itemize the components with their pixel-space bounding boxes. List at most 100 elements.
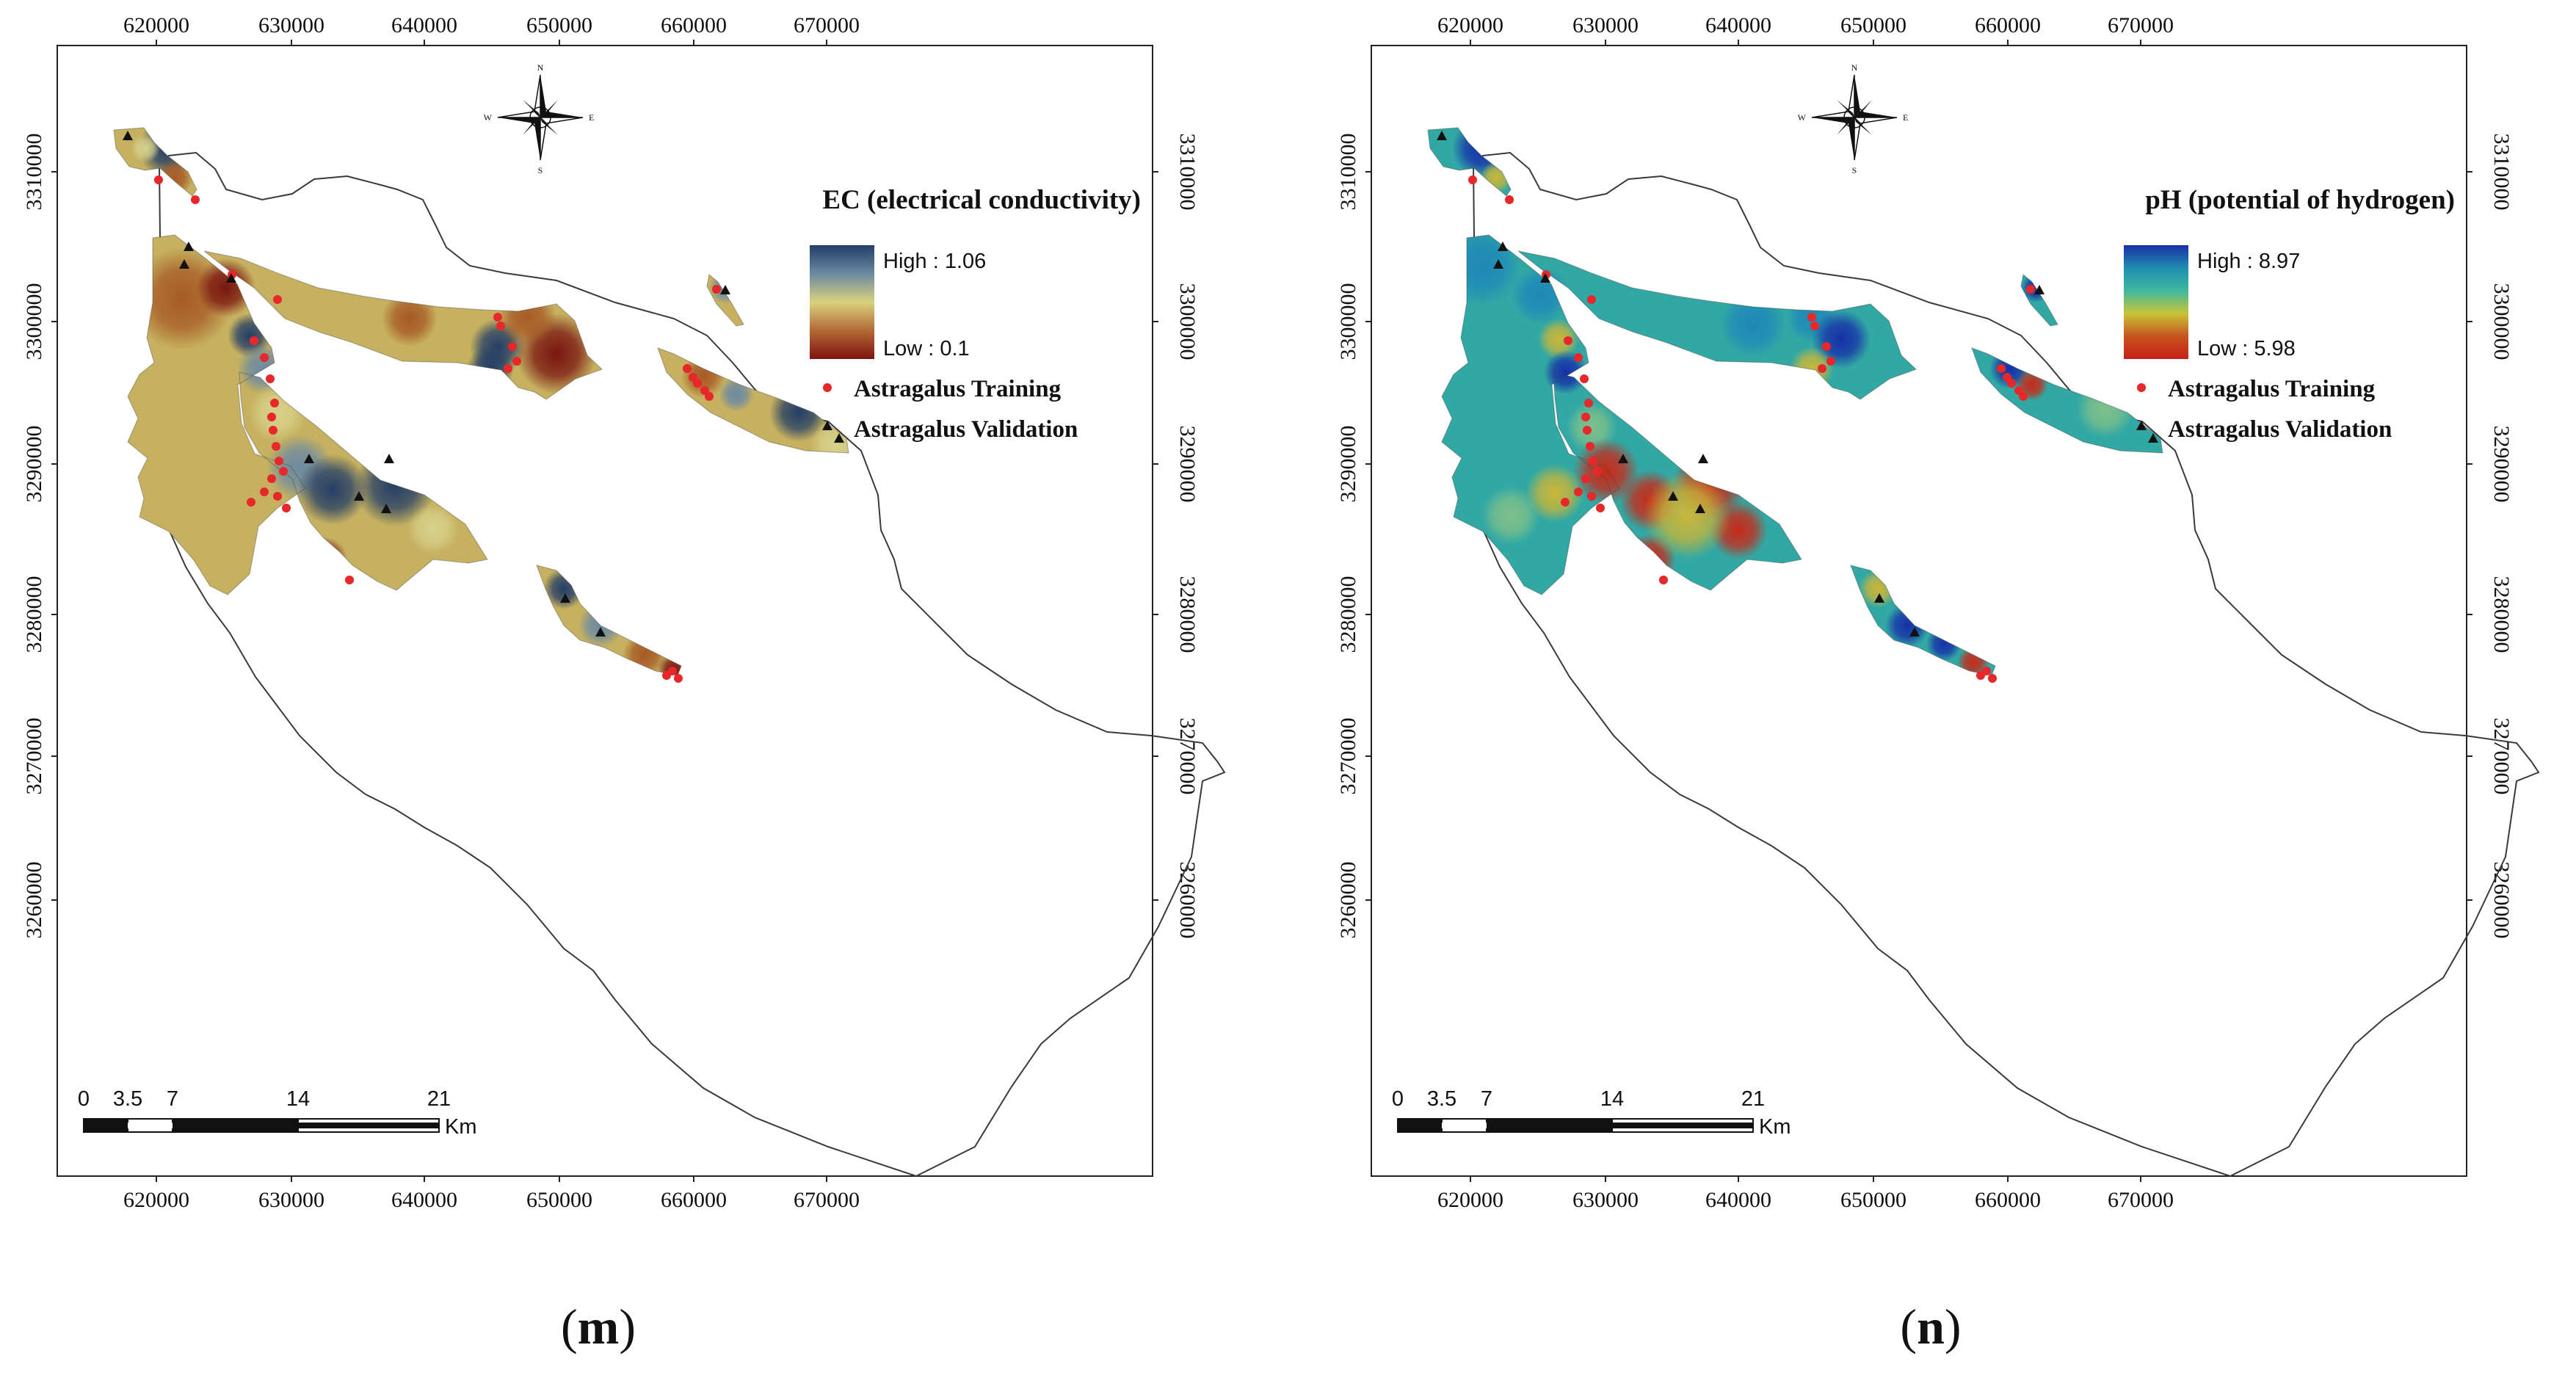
training-point xyxy=(1822,342,1831,351)
x-tick-label-top: 660000 xyxy=(661,13,727,37)
map-frame xyxy=(57,45,1153,1177)
map-svg: 620000 620000 630000 630000 640000 640000 6500… xyxy=(1336,13,2540,1355)
y-tick-label-left: 3270000 xyxy=(1336,718,1360,795)
south-label: S xyxy=(1852,165,1857,175)
legend-low-label: Low : 0.1 xyxy=(883,337,970,360)
legend: pH (potential of hydrogen) High : 8.97 Low… xyxy=(2124,185,2455,443)
x-tick-label-bottom: 650000 xyxy=(1840,1188,1906,1212)
validation-point xyxy=(226,273,236,283)
caption-letter: m xyxy=(578,1299,620,1355)
training-point xyxy=(1596,504,1605,512)
x-tick-label-bottom: 640000 xyxy=(1705,1188,1771,1212)
training-point xyxy=(273,295,282,304)
patch-edge xyxy=(203,250,603,400)
training-point xyxy=(493,313,502,322)
caption-letter: n xyxy=(1917,1299,1945,1355)
training-point xyxy=(1810,322,1819,330)
legend-title: EC (electrical conductivity) xyxy=(822,185,1141,215)
training-point xyxy=(1988,674,1997,683)
surface-spot xyxy=(1720,291,1786,358)
validation-point xyxy=(560,593,570,603)
surface-spot xyxy=(131,134,160,163)
scale-label: 21 xyxy=(427,1087,451,1111)
patch-edge xyxy=(1427,127,1512,197)
training-point xyxy=(266,374,275,383)
y-tick-label-left: 3280000 xyxy=(22,576,46,653)
training-point xyxy=(1587,295,1596,304)
y-tick-label-left: 3300000 xyxy=(22,283,46,360)
scale-unit: Km xyxy=(445,1115,477,1139)
y-tick-label-right: 3300000 xyxy=(2489,283,2514,360)
patch-edge xyxy=(706,273,744,327)
x-tick-label-bottom: 660000 xyxy=(661,1188,727,1212)
training-point xyxy=(272,442,280,451)
patch-edge xyxy=(1441,234,1620,595)
training-point xyxy=(1581,413,1590,421)
validation-point xyxy=(1668,491,1678,501)
training-point xyxy=(674,674,683,683)
y-tick-label-left: 3270000 xyxy=(22,718,46,795)
surface-spot xyxy=(1643,471,1731,559)
validation-point xyxy=(1498,242,1508,251)
scale-label: 14 xyxy=(1600,1087,1624,1111)
north-label: N xyxy=(537,62,544,73)
y-tick-label-left: 3300000 xyxy=(1336,283,1360,360)
surface-spot xyxy=(297,454,368,525)
scale-label: 0 xyxy=(78,1087,90,1111)
surface-spot xyxy=(1481,486,1540,545)
x-tick-label-top: 640000 xyxy=(1705,13,1771,37)
scale-bar: 0 3.5 7 14 21 Km xyxy=(1392,1087,1791,1139)
surface-spot xyxy=(407,503,459,554)
sample-points xyxy=(1437,131,2158,683)
validation-point xyxy=(1540,273,1550,283)
south-label: S xyxy=(538,165,543,175)
training-point xyxy=(512,357,521,366)
x-tick-label-top: 630000 xyxy=(1572,13,1639,37)
validation-point xyxy=(834,433,844,443)
x-tick-label-bottom: 670000 xyxy=(794,1188,860,1212)
west-label: W xyxy=(1798,112,1807,123)
training-point xyxy=(712,285,721,294)
training-point xyxy=(2019,392,2028,401)
x-tick-label-bottom: 620000 xyxy=(1437,1188,1503,1212)
legend: EC (electrical conductivity) High : 1.06 L… xyxy=(810,185,1141,443)
training-point xyxy=(1818,364,1826,373)
x-tick-label-bottom: 620000 xyxy=(123,1188,189,1212)
training-point xyxy=(1659,576,1668,584)
training-point xyxy=(270,399,279,407)
validation-point xyxy=(1437,131,1447,140)
surface-spot xyxy=(1538,319,1579,360)
training-point xyxy=(273,492,282,501)
scale-label: 7 xyxy=(167,1087,178,1111)
training-point xyxy=(1589,457,1597,465)
scale-label: 3.5 xyxy=(1427,1087,1456,1111)
y-tick-label-right: 3260000 xyxy=(2489,862,2514,939)
validation-point xyxy=(2034,285,2045,294)
training-point xyxy=(693,379,702,388)
training-point xyxy=(1581,474,1590,483)
legend-validation-label: Astragalus Validation xyxy=(854,416,1078,443)
map-frame xyxy=(1371,45,2467,1177)
y-tick-label-left: 3260000 xyxy=(22,862,46,939)
validation-point xyxy=(381,504,391,513)
east-label: E xyxy=(589,112,594,123)
training-point xyxy=(1583,426,1592,435)
north-label: N xyxy=(1851,62,1858,73)
legend-validation-symbol xyxy=(822,421,832,430)
training-point xyxy=(1505,195,1514,204)
training-point xyxy=(504,364,512,373)
training-point xyxy=(2026,285,2035,294)
training-point xyxy=(345,576,354,584)
training-point xyxy=(1580,374,1589,383)
caption-open: ( xyxy=(561,1299,578,1355)
legend-high-label: High : 8.97 xyxy=(2197,250,2300,273)
patch-edge xyxy=(1970,347,2163,454)
validation-point xyxy=(1695,504,1705,513)
legend-color-ramp xyxy=(810,245,874,359)
x-tick-label-top: 670000 xyxy=(794,13,860,37)
validation-point xyxy=(1874,593,1884,603)
y-tick-label-left: 3290000 xyxy=(1336,426,1360,503)
training-point xyxy=(1586,442,1594,451)
training-point xyxy=(1997,364,2006,373)
training-point xyxy=(275,457,283,465)
